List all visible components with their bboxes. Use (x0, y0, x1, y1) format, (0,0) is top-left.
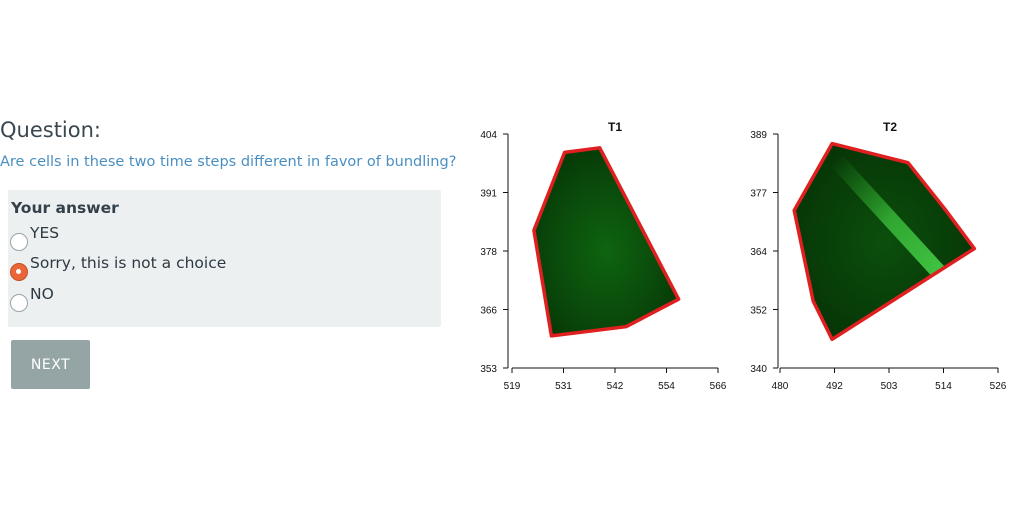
option-no-label: NO (30, 285, 54, 303)
x-tick-label: 519 (504, 381, 521, 392)
radio-yes[interactable] (10, 233, 28, 251)
x-tick-label: 526 (990, 381, 1007, 392)
tick-group-1-y: 353 366 378 391 404 (480, 130, 508, 375)
option-yes-label: YES (30, 224, 60, 242)
y-tick-label: 377 (750, 189, 767, 200)
y-tick-label: 340 (750, 364, 767, 375)
cell-region-t1 (532, 146, 681, 338)
next-button[interactable]: NEXT (11, 340, 90, 389)
x-tick-label: 480 (772, 381, 789, 392)
question-heading: Question: (0, 118, 102, 142)
y-tick-label: 389 (750, 130, 767, 141)
y-tick-label: 391 (480, 189, 497, 200)
cell-outline-t2 (792, 141, 977, 342)
tick-group-2-x: 480 492 503 514 526 (772, 368, 1007, 392)
y-tick-label: 353 (480, 364, 497, 375)
x-tick-label: 514 (935, 381, 952, 392)
bright-filament (828, 152, 954, 288)
option-not-a-choice-label: Sorry, this is not a choice (30, 254, 227, 272)
tick-group-1-x: 519 531 542 554 566 (504, 368, 727, 392)
y-tick-label: 366 (480, 306, 497, 317)
chart-panel-t1: T1 353 366 378 391 404 519 531 542 554 566 (460, 110, 740, 414)
question-text: Are cells in these two time steps differ… (0, 154, 457, 170)
x-tick-label: 542 (607, 381, 624, 392)
cell-region-t2 (794, 143, 975, 340)
y-tick-label: 378 (480, 247, 497, 258)
y-tick-label: 404 (480, 130, 497, 141)
option-no[interactable]: NO (10, 284, 54, 312)
answer-box: Your answer YES Sorry, this is not a cho… (8, 190, 441, 327)
x-tick-label: 566 (710, 381, 727, 392)
radio-not-a-choice[interactable] (10, 263, 28, 281)
y-tick-label: 364 (750, 247, 767, 258)
x-tick-label: 503 (881, 381, 898, 392)
chart-t2: T2 340 352 364 377 389 480 492 503 514 526 (750, 120, 1007, 392)
answer-title: Your answer (11, 199, 119, 217)
tick-group-2-y: 340 352 364 377 389 (750, 130, 778, 375)
chart-panel-t2: T2 340 352 364 377 389 480 492 503 514 526 (736, 110, 1016, 414)
option-yes[interactable]: YES (10, 223, 59, 251)
x-tick-label: 492 (826, 381, 843, 392)
chart-title: T2 (883, 120, 897, 134)
x-tick-label: 554 (658, 381, 675, 392)
x-tick-label: 531 (555, 381, 572, 392)
chart-title: T1 (608, 120, 622, 134)
option-not-a-choice[interactable]: Sorry, this is not a choice (10, 253, 226, 281)
y-tick-label: 352 (750, 306, 767, 317)
radio-no[interactable] (10, 294, 28, 312)
chart-t1: T1 353 366 378 391 404 519 531 542 554 566 (480, 120, 727, 392)
